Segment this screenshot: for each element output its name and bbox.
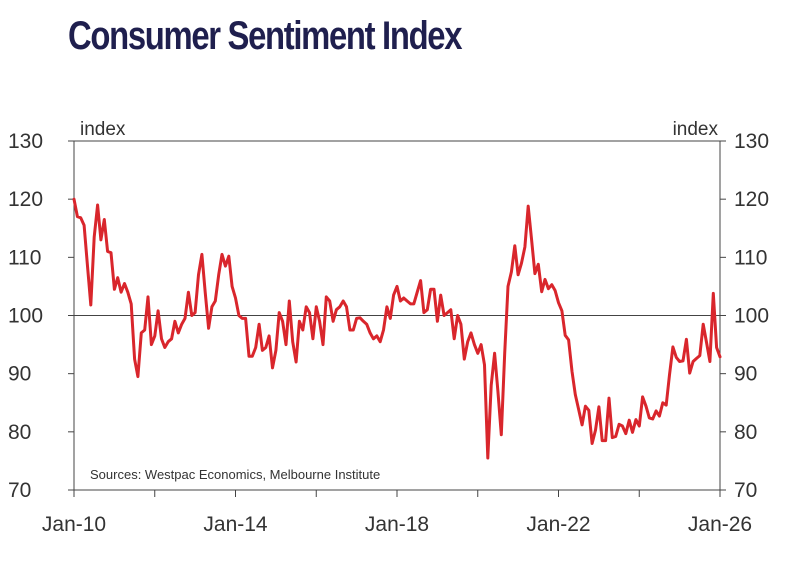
source-note: Sources: Westpac Economics, Melbourne In… [90,467,380,482]
x-tick-label: Jan-14 [203,513,268,536]
left-y-tick-label: 70 [8,479,31,502]
x-tick-label: Jan-26 [688,513,752,536]
right-y-tick-label: 90 [734,363,757,386]
right-axis-unit-label: index [673,119,719,140]
left-y-tick-label: 130 [8,130,43,153]
left-axis-unit-label: index [80,119,126,140]
right-y-tick-label: 120 [734,188,769,211]
left-y-tick-label: 80 [8,421,31,444]
right-y-tick-label: 130 [734,130,769,153]
left-y-tick-label: 110 [8,246,41,269]
x-tick-label: Jan-18 [365,513,429,536]
x-tick-label: Jan-10 [42,513,106,536]
left-y-tick-label: 100 [8,305,43,328]
x-tick-label: Jan-22 [526,513,590,536]
left-y-tick-label: 90 [8,363,31,386]
left-y-tick-label: 120 [8,188,43,211]
series-line [72,197,722,460]
right-y-axis: 70 80 90 100 110 120 130 [720,130,769,502]
left-y-axis: 70 80 90 100 110 120 130 [8,130,74,502]
page-title: Consumer Sentiment Index [68,14,462,58]
right-y-tick-label: 80 [734,421,757,444]
right-y-tick-label: 70 [734,479,757,502]
x-axis: Jan-10 Jan-14 Jan-18 Jan-22 Jan-26 [42,490,752,536]
right-y-tick-label: 100 [734,305,769,328]
right-y-tick-label: 110 [734,246,767,269]
